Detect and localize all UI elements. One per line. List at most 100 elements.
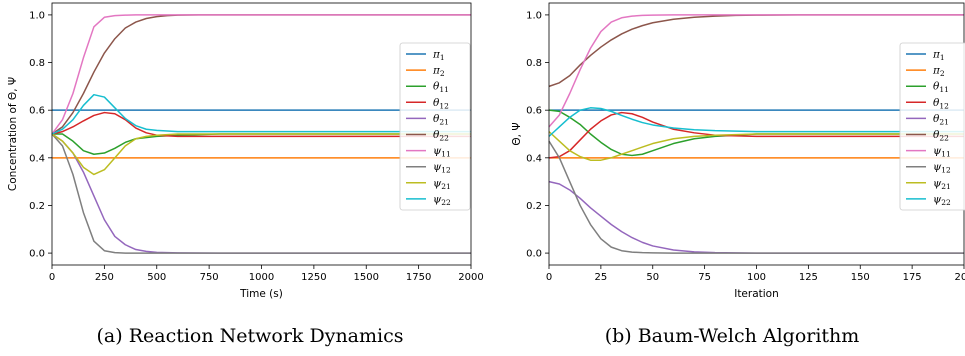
caption-a: (a) Reaction Network Dynamics <box>96 325 404 347</box>
y-tick-label: 0.0 <box>526 249 542 260</box>
legend-entry-subscript: 21 <box>441 182 451 191</box>
y-tick-label: 1.0 <box>526 10 542 21</box>
legend-entry-subscript: 12 <box>941 166 951 175</box>
legend-entry-subscript: 12 <box>939 101 949 110</box>
chart-panel-b: 0 25 50 75 100 125 150 175 200 0.0 0.2 0.4 0.6 0.8 1.0… <box>511 2 965 300</box>
legend-entry-symbol: θ <box>933 97 940 109</box>
legend-entry-subscript: 22 <box>941 198 951 207</box>
legend-entry-symbol: θ <box>433 113 440 125</box>
legend-entry-subscript: 12 <box>439 101 449 110</box>
legend-entry-subscript: 1 <box>440 53 445 62</box>
legend-entry-subscript: 22 <box>439 134 449 143</box>
legend-entry: ψ21 <box>933 177 951 191</box>
legend-entry-subscript: 22 <box>441 198 451 207</box>
legend-entry: ψ11 <box>933 145 951 159</box>
legend-entry: π1 <box>932 49 945 63</box>
legend-entry-symbol: π <box>932 65 941 77</box>
x-tick-label: 50 <box>646 272 659 283</box>
legend-entry-symbol: θ <box>933 129 940 141</box>
legend-entry: θ12 <box>433 97 449 111</box>
legend-entry-subscript: 11 <box>941 150 951 159</box>
x-tick-label: 0 <box>49 272 55 283</box>
x-tick-label: 1500 <box>354 272 379 283</box>
legend-entry: π1 <box>432 49 445 63</box>
x-axis-label: Time (s) <box>239 288 283 300</box>
series-line-12-3 <box>548 111 964 159</box>
y-tick-label: 0.8 <box>526 58 542 69</box>
legend-entry-subscript: 11 <box>439 85 449 94</box>
legend-entry-symbol: π <box>432 65 441 77</box>
x-tick-label: 100 <box>747 272 766 283</box>
legend-entry-subscript: 2 <box>940 69 945 78</box>
series-line-12-3 <box>51 111 471 138</box>
series-line-12-7 <box>548 140 964 254</box>
legend-entry-symbol: π <box>432 49 441 61</box>
legend-entry-symbol: θ <box>933 113 940 125</box>
x-tick-label: 75 <box>698 272 711 283</box>
legend-entry: θ11 <box>933 81 949 95</box>
series-line-21-8 <box>51 133 471 176</box>
legend-entry-subscript: 2 <box>440 69 445 78</box>
legend-box <box>399 42 471 211</box>
y-tick-label: 0.6 <box>526 106 542 117</box>
x-tick-label: 500 <box>147 272 166 283</box>
x-tick-label: 175 <box>903 272 922 283</box>
legend-entry-subscript: 11 <box>441 150 451 159</box>
legend-entry-subscript: 21 <box>939 117 949 126</box>
caption-b: (b) Baum-Welch Algorithm <box>604 325 860 347</box>
y-tick-label: 0.2 <box>29 201 45 212</box>
legend-entry-symbol: θ <box>433 129 440 141</box>
x-tick-label: 150 <box>851 272 870 283</box>
x-tick-label: 750 <box>200 272 219 283</box>
legend-box <box>899 42 965 211</box>
x-tick-label: 0 <box>546 272 552 283</box>
legend-entry-symbol: ψ <box>933 193 942 205</box>
legend-entry-symbol: θ <box>433 97 440 109</box>
y-tick-label: 0.4 <box>29 153 45 164</box>
y-tick-label: 0.0 <box>29 249 45 260</box>
legend-entry: π2 <box>932 65 945 79</box>
legend-entry-symbol: ψ <box>433 193 442 205</box>
legend-entry-subscript: 1 <box>940 53 945 62</box>
y-tick-label: 0.6 <box>29 106 45 117</box>
series-line-21-8 <box>548 131 964 161</box>
legend-entry: ψ12 <box>933 161 951 175</box>
legend-entry-subscript: 12 <box>441 166 451 175</box>
legend-entry-symbol: ψ <box>933 177 942 189</box>
x-tick-label: 250 <box>95 272 114 283</box>
x-tick-label: 125 <box>799 272 818 283</box>
y-tick-label: 0.8 <box>29 58 45 69</box>
series-line-22-9 <box>51 93 471 135</box>
legend-entry: π2 <box>432 65 445 79</box>
legend-entry-subscript: 21 <box>439 117 449 126</box>
legend-entry: ψ11 <box>433 145 451 159</box>
x-tick-label: 1250 <box>301 272 326 283</box>
legend-entry-symbol: ψ <box>933 161 942 173</box>
x-tick-label: 1750 <box>406 272 431 283</box>
legend-entry-symbol: θ <box>433 81 440 93</box>
x-tick-label: 2000 <box>458 272 483 283</box>
legend-entry: θ21 <box>933 113 949 127</box>
y-axis-label: Concentration of Θ, Ψ <box>7 77 19 191</box>
legend-entry-symbol: θ <box>933 81 940 93</box>
y-tick-label: 0.4 <box>526 153 542 164</box>
legend-entry: θ11 <box>433 81 449 95</box>
legend-entry: θ12 <box>933 97 949 111</box>
legend-entry-symbol: ψ <box>433 161 442 173</box>
legend-entry-symbol: ψ <box>933 145 942 157</box>
legend-entry: θ21 <box>433 113 449 127</box>
legend-entry: ψ22 <box>433 193 451 207</box>
y-tick-label: 0.2 <box>526 201 542 212</box>
chart-panel-a: 0 250 500 750 1000 1250 1500 1750 2000 0.0 0.2 0.4 0… <box>7 2 484 300</box>
x-tick-label: 1000 <box>249 272 274 283</box>
legend-entry: θ22 <box>933 129 949 143</box>
series-line-22-9 <box>548 107 964 137</box>
legend-entry-symbol: ψ <box>433 177 442 189</box>
series-line-11-2 <box>52 133 471 155</box>
legend-entry: ψ12 <box>433 161 451 175</box>
legend-entry-subscript: 11 <box>939 85 949 94</box>
legend-entry: θ22 <box>433 129 449 143</box>
